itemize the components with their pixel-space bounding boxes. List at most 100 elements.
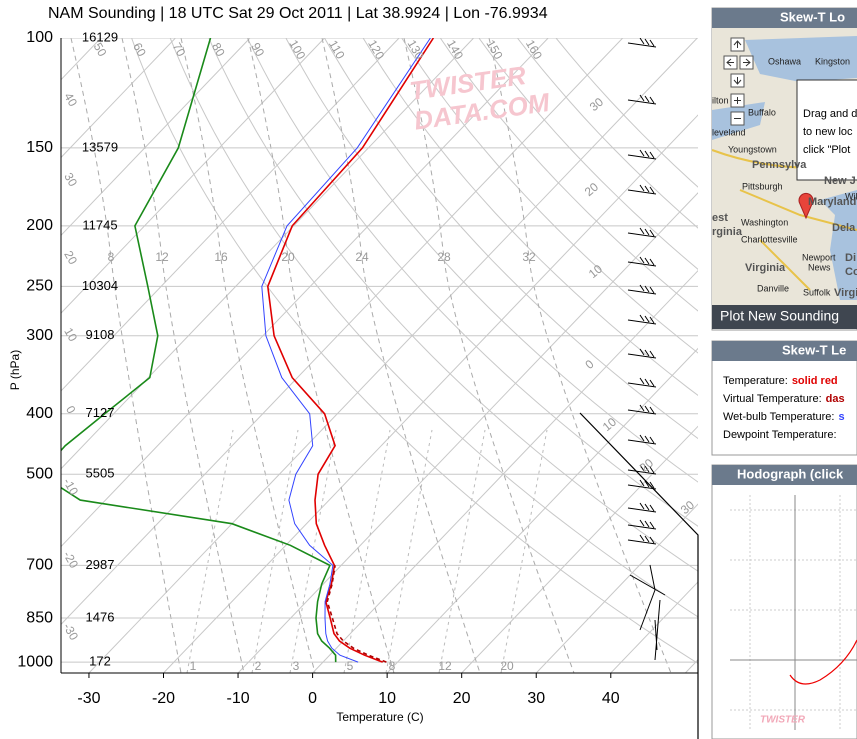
- wind-barb: [627, 94, 657, 105]
- mixing-ratio-label: 8: [389, 659, 396, 673]
- mixing-ratio-line: [186, 429, 234, 673]
- right-label: 10: [600, 415, 619, 435]
- map-label: est: [712, 212, 728, 224]
- isotherm: [61, 38, 624, 626]
- mixing-ratio-label: 12: [438, 659, 452, 673]
- popup-text: to new loc: [803, 126, 853, 138]
- moist-adiabat: [403, 38, 575, 673]
- dry-adiabat: [169, 38, 698, 618]
- wind-barb: [627, 314, 657, 325]
- moist-adiabat: [70, 38, 182, 673]
- dry-adiabat: [517, 38, 698, 229]
- locator-header-bg: [712, 8, 857, 28]
- wind-barb: [627, 464, 657, 475]
- isotherm: [386, 347, 698, 673]
- moist-adiabat: [488, 38, 672, 673]
- legend-style: solid red: [792, 375, 838, 387]
- low-barbs: [629, 564, 666, 661]
- map-pin[interactable]: [798, 192, 814, 220]
- chesapeake: [820, 190, 857, 300]
- dry-adiabat-label: 60: [130, 40, 149, 59]
- legend-style: s: [838, 411, 844, 423]
- wind-barb: [627, 434, 657, 445]
- dry-adiabat-label: 90: [248, 40, 267, 59]
- height-label: 5505: [86, 466, 115, 481]
- height-label: 7127: [86, 405, 115, 420]
- mixing-ratio-line: [500, 429, 548, 673]
- map-label: Danville: [757, 283, 789, 293]
- map-label: Oshawa: [768, 56, 801, 66]
- isotherm: [535, 503, 698, 673]
- dry-adiabat-label: 50: [91, 40, 110, 59]
- isotherm: [61, 38, 325, 314]
- mixing-ratio-label: 2: [255, 659, 262, 673]
- legend-label: Virtual Temperature:: [723, 393, 822, 405]
- isotherm: [88, 38, 698, 673]
- mixing-ratio-label: 1: [190, 659, 197, 673]
- dry-adiabat-label: 150: [483, 37, 505, 62]
- map-label: Charlottesville: [741, 234, 798, 244]
- dry-adiabat-label: 130: [405, 37, 427, 62]
- dry-adiabat: [324, 38, 698, 440]
- plot-frame: [61, 38, 698, 673]
- control-glyphs: [726, 40, 751, 119]
- wind-barb: [627, 256, 657, 267]
- height-label: 172: [89, 654, 111, 669]
- y-tick-label: 400: [26, 405, 53, 422]
- dry-adiabat-label: 80: [209, 40, 228, 59]
- moist-label: 16: [214, 250, 228, 264]
- plot-button[interactable]: Plot New Sounding: [720, 308, 839, 324]
- map-label: News: [808, 262, 831, 272]
- map-label: Virginia: [745, 262, 786, 274]
- map-label: Co: [845, 266, 857, 278]
- y-tick-label: 300: [26, 327, 53, 344]
- isotherm: [61, 38, 176, 159]
- dry-adiabat-label: 120: [365, 37, 387, 62]
- map-label: Washington: [741, 217, 788, 227]
- height-label: 16129: [82, 29, 118, 44]
- x-tick-label: 40: [602, 690, 620, 707]
- wind-barb: [627, 534, 657, 545]
- map-label: Virgi: [834, 287, 857, 299]
- y-axis-label: P (hPa): [8, 350, 22, 390]
- left-label: 20: [61, 248, 80, 267]
- legend-entry: Virtual Temperature: das: [723, 393, 845, 405]
- hodograph-box[interactable]: [711, 464, 857, 739]
- sidebar: Skew-T Lo Plot New Sounding Skew-T Le Ho…: [711, 7, 857, 739]
- wind-barb: [627, 149, 657, 160]
- dry-adiabat: [285, 38, 698, 483]
- isotherm: [163, 114, 698, 673]
- wind-barb: [627, 404, 657, 415]
- hodograph-header-bg: [712, 465, 857, 485]
- dry-adiabat: [208, 38, 698, 572]
- map-label: Newport: [802, 252, 836, 262]
- sounding-line: [266, 38, 435, 663]
- dry-adiabat: [555, 38, 698, 188]
- plot-button-bg[interactable]: [712, 305, 857, 329]
- map-label: Youngstown: [728, 144, 777, 154]
- map-controls[interactable]: [723, 37, 754, 126]
- wind-barb: [627, 348, 657, 359]
- isotherm: [312, 269, 698, 673]
- locator-header: Skew-T Lo: [780, 9, 845, 24]
- mixing-ratio-line: [251, 429, 299, 673]
- y-tick-label: 200: [26, 217, 53, 234]
- map-label: Di: [845, 252, 856, 264]
- map-label: Pittsburgh: [742, 181, 783, 191]
- hodo-line: [579, 412, 699, 739]
- x-axis-label: Temperature (C): [336, 710, 423, 724]
- y-tick-label: 100: [26, 29, 53, 46]
- isotherm: [61, 38, 400, 392]
- left-label: 10: [61, 325, 80, 344]
- legend-entry: Dewpoint Temperature:: [723, 429, 837, 441]
- sounding-line: [326, 565, 387, 663]
- right-label: 0: [582, 357, 596, 372]
- left-label: 30: [61, 170, 80, 189]
- y-tick-label: 500: [26, 465, 53, 482]
- dry-adiabat: [478, 38, 698, 270]
- y-tick-label: 850: [26, 609, 53, 626]
- y-tick-label: 700: [26, 557, 53, 574]
- moist-label: 12: [155, 250, 169, 264]
